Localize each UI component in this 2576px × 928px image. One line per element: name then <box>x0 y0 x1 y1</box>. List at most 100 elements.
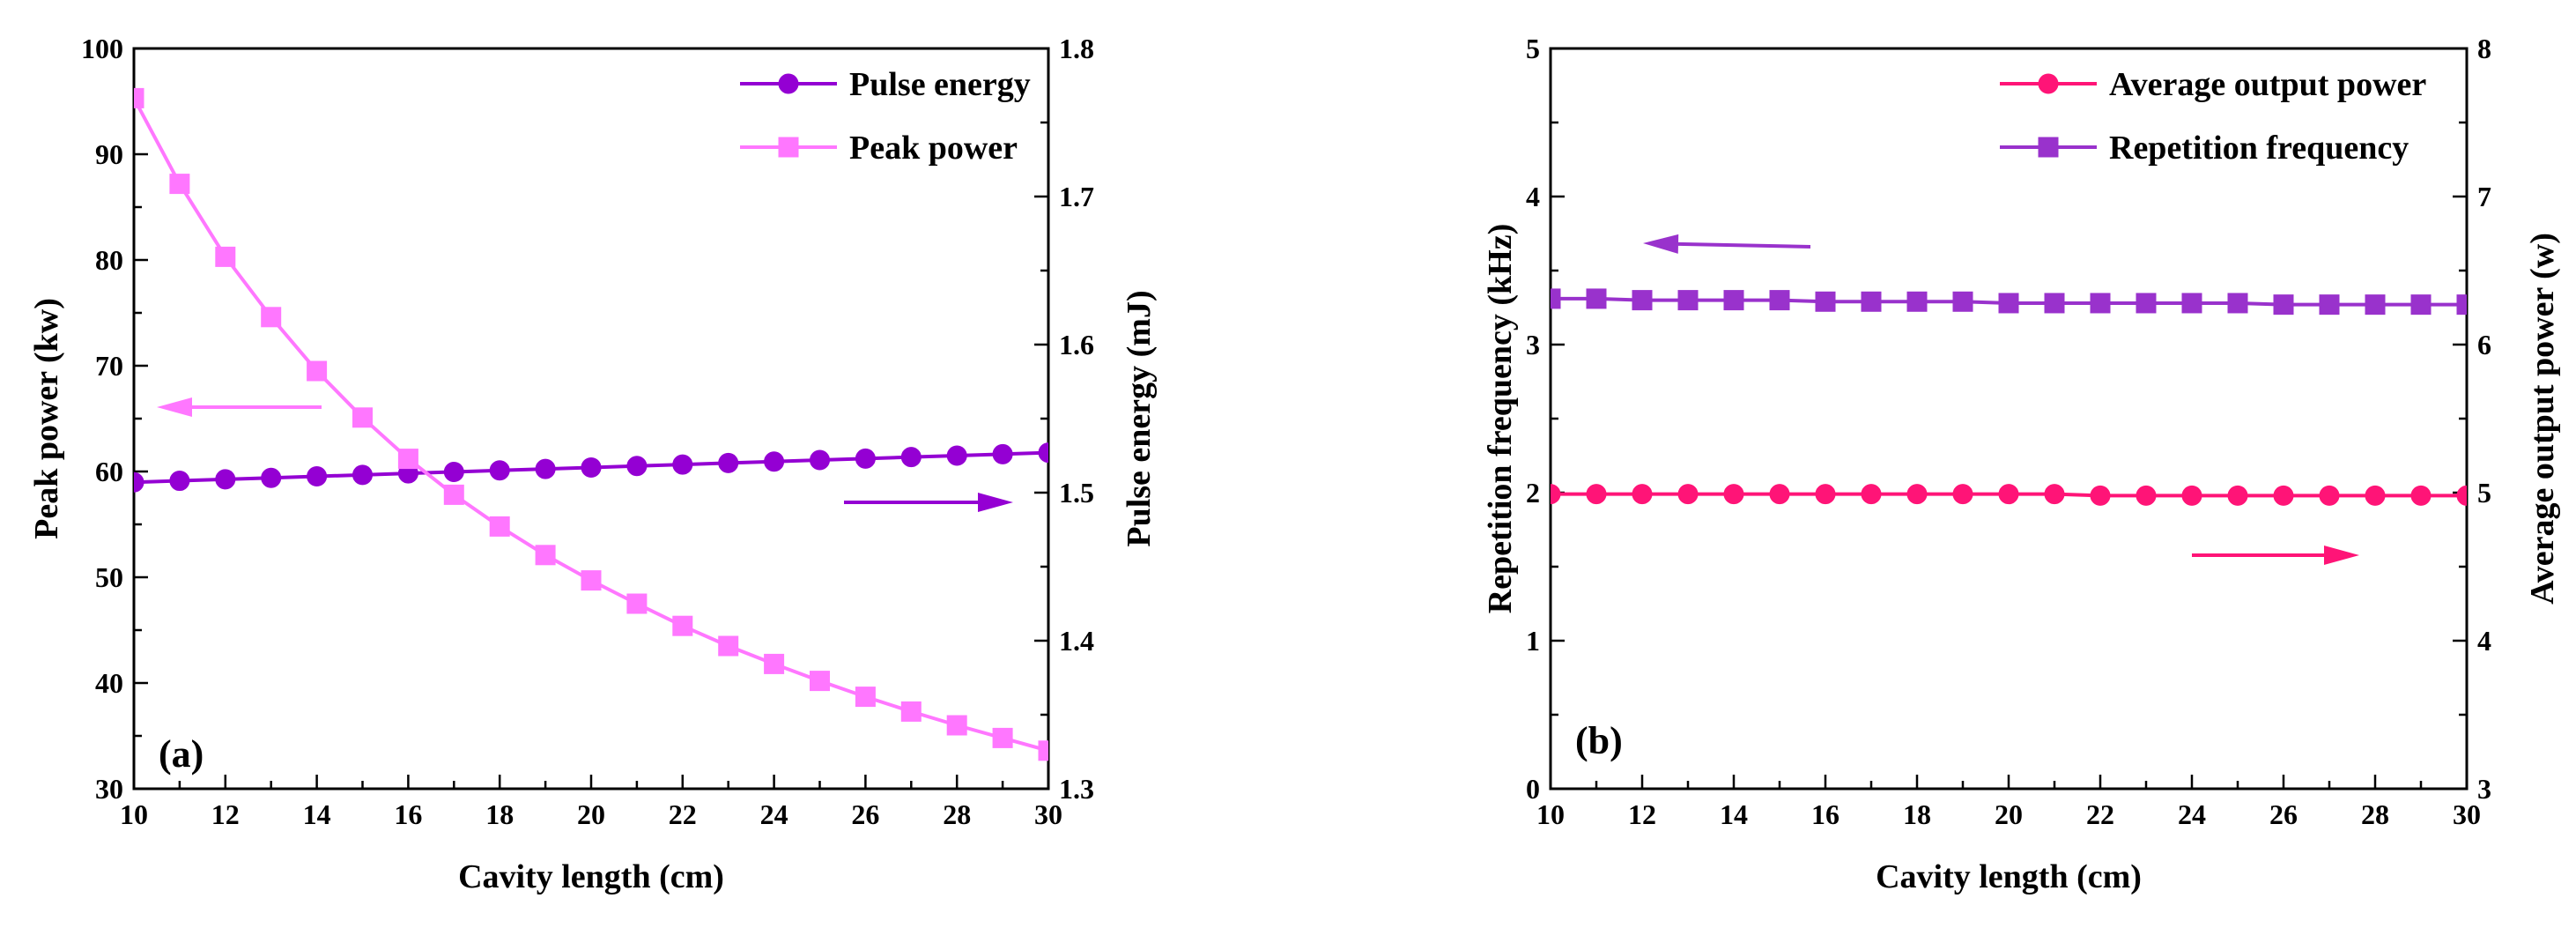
data-point <box>535 458 556 479</box>
data-point <box>810 671 830 692</box>
data-point <box>2410 485 2432 506</box>
data-point <box>946 715 967 736</box>
data-point <box>1038 740 1048 761</box>
data-point <box>1038 442 1048 464</box>
x-axis-label: Cavity length (cm) <box>458 858 724 895</box>
data-point <box>2136 293 2157 314</box>
series-pulse-energy <box>134 442 1048 493</box>
data-point <box>2456 485 2467 506</box>
y-right-tick-label: 6 <box>2477 329 2491 360</box>
legend-label: Repetition frequency <box>2109 130 2409 167</box>
x-tick-label: 14 <box>303 798 331 830</box>
data-point <box>764 451 785 472</box>
data-point <box>2136 485 2157 506</box>
y-left-tick-label: 70 <box>95 350 123 382</box>
data-point <box>443 484 464 505</box>
data-point <box>2090 293 2111 314</box>
data-point <box>718 635 739 657</box>
data-point <box>2181 293 2202 314</box>
y-right-tick-label: 1.3 <box>1059 773 1094 805</box>
arrow-head <box>157 397 192 417</box>
axis-indicator-arrow <box>2192 546 2359 565</box>
legend-entry: Repetition frequency <box>2000 130 2409 167</box>
x-tick-label: 12 <box>211 798 240 830</box>
data-point <box>443 461 464 482</box>
y-right-tick-label: 1.8 <box>1059 33 1094 64</box>
data-point <box>2319 294 2340 316</box>
data-point <box>1815 291 1836 312</box>
series-repetition-frequency <box>1551 288 2467 316</box>
x-tick-label: 24 <box>2178 798 2206 830</box>
data-point <box>2365 294 2386 316</box>
y-right-tick-label: 7 <box>2477 181 2491 212</box>
y-left-tick-label: 4 <box>1526 181 1540 212</box>
data-point <box>2273 294 2294 316</box>
data-point <box>169 174 190 195</box>
data-point <box>1815 484 1836 505</box>
x-tick-label: 30 <box>2453 798 2481 830</box>
y-left-tick-label: 1 <box>1526 625 1540 657</box>
y-left-tick-label: 3 <box>1526 329 1540 360</box>
data-point <box>855 448 876 469</box>
data-point <box>261 307 282 328</box>
y-left-axis-label: Peak power (kw) <box>28 298 65 539</box>
data-point <box>2044 293 2065 314</box>
axis-indicator-arrow <box>844 493 1013 512</box>
y-left-tick-label: 30 <box>95 773 123 805</box>
y-left-tick-label: 2 <box>1526 477 1540 509</box>
y-right-tick-label: 8 <box>2477 33 2491 64</box>
data-point <box>2410 294 2432 316</box>
data-point <box>764 653 785 674</box>
axis-indicator-arrow <box>157 397 322 417</box>
y-right-tick-label: 1.7 <box>1059 181 1094 212</box>
arrow-head <box>2324 546 2359 565</box>
x-tick-label: 20 <box>1995 798 2023 830</box>
y-left-tick-label: 50 <box>95 561 123 593</box>
data-point <box>626 593 648 614</box>
data-point <box>1632 484 1653 505</box>
y-right-axis-label: Average output power (w) <box>2524 233 2561 605</box>
data-point <box>2044 484 2065 505</box>
data-point <box>352 464 373 486</box>
data-point <box>1769 290 1790 311</box>
y-left-tick-label: 80 <box>95 244 123 276</box>
data-point <box>2273 485 2294 506</box>
x-tick-label: 22 <box>2086 798 2114 830</box>
series-line <box>134 97 1048 753</box>
y-right-tick-label: 1.5 <box>1059 477 1094 509</box>
x-tick-label: 28 <box>2361 798 2389 830</box>
x-tick-label: 18 <box>1903 798 1931 830</box>
y-left-tick-label: 90 <box>95 138 123 170</box>
x-tick-label: 10 <box>1536 798 1565 830</box>
data-point <box>1952 484 1973 505</box>
data-point <box>900 701 922 722</box>
arrow-head <box>978 493 1013 512</box>
data-point <box>2090 485 2111 506</box>
data-point <box>581 457 602 478</box>
data-point <box>307 360 328 382</box>
data-point <box>134 471 144 493</box>
y-left-tick-label: 60 <box>95 456 123 487</box>
data-point <box>2181 485 2202 506</box>
data-point <box>900 447 922 468</box>
x-tick-label: 16 <box>394 798 422 830</box>
legend-label: Peak power <box>849 130 1018 167</box>
y-left-axis-label: Repetition frequency (kHz) <box>1482 224 1519 614</box>
chart-panel-a: 10 12 14 16 18 20 22 24 26 28 30 Cavity length (cm)… <box>28 33 1158 895</box>
data-point <box>672 615 693 636</box>
data-point <box>1952 291 1973 312</box>
y-right-tick-label: 4 <box>2477 625 2491 657</box>
y-right-tick-label: 3 <box>2477 773 2491 805</box>
data-point <box>169 471 190 492</box>
data-point <box>992 727 1013 748</box>
y-right-tick-label: 1.4 <box>1059 625 1094 657</box>
legend-marker <box>2038 73 2059 94</box>
legend-entry: Average output power <box>2000 66 2426 103</box>
y-right-tick-label: 1.6 <box>1059 329 1094 360</box>
data-point <box>261 467 282 488</box>
x-tick-label: 24 <box>760 798 788 830</box>
data-point <box>2456 294 2467 316</box>
y-left-tick-label: 100 <box>81 33 123 64</box>
data-point <box>215 246 236 267</box>
